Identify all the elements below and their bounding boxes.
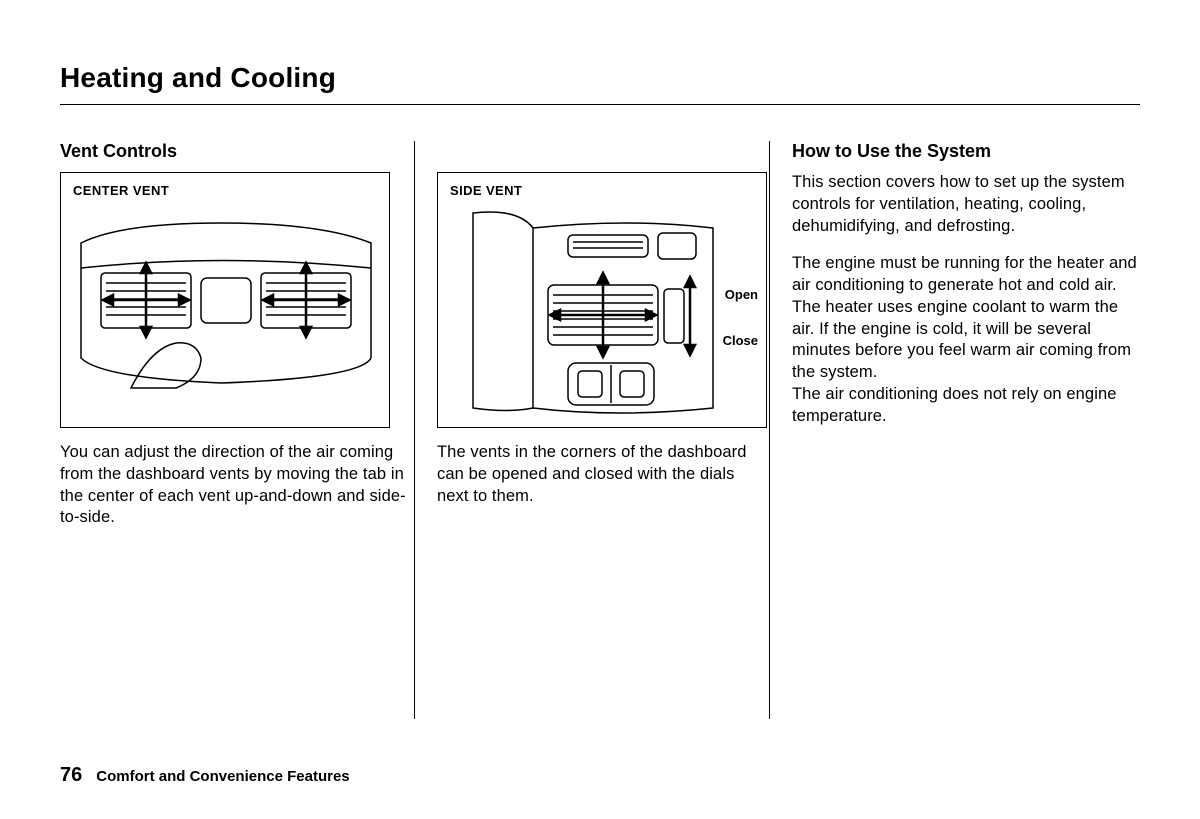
- center-vent-caption: You can adjust the direction of the air …: [60, 442, 414, 529]
- column-1: Vent Controls CENTER VENT: [60, 141, 414, 719]
- side-vent-caption-text: The vents in the corners of the dashboar…: [437, 442, 769, 507]
- page-title: Heating and Cooling: [60, 62, 1140, 94]
- vent-controls-heading: Vent Controls: [60, 141, 414, 162]
- how-to-use-p2: The engine must be running for the heate…: [792, 253, 1140, 384]
- center-vent-label: CENTER VENT: [73, 183, 169, 198]
- how-to-use-p3: The air conditioning does not rely on en…: [792, 384, 1140, 428]
- center-vent-caption-text: You can adjust the direction of the air …: [60, 442, 414, 529]
- side-vent-caption: The vents in the corners of the dashboar…: [437, 442, 769, 507]
- columns: Vent Controls CENTER VENT: [60, 141, 1140, 719]
- side-vent-illustration-icon: [438, 173, 768, 429]
- open-annotation: Open: [725, 287, 758, 302]
- side-vent-figure: SIDE VENT Open Close: [437, 172, 767, 428]
- center-vent-figure: CENTER VENT: [60, 172, 390, 428]
- manual-page: Heating and Cooling Vent Controls CENTER…: [0, 0, 1200, 819]
- how-to-use-heading: How to Use the System: [792, 141, 1140, 162]
- center-vent-illustration-icon: [61, 173, 391, 429]
- how-to-use-body: This section covers how to set up the sy…: [792, 172, 1140, 427]
- page-number: 76: [60, 764, 82, 787]
- column-2: . SIDE VENT Open Close: [415, 141, 769, 719]
- title-rule-icon: [60, 104, 1140, 105]
- side-vent-label: SIDE VENT: [450, 183, 522, 198]
- footer-section-title: Comfort and Convenience Features: [96, 768, 349, 785]
- page-footer: 76 Comfort and Convenience Features: [60, 764, 350, 787]
- close-annotation: Close: [723, 333, 758, 348]
- how-to-use-p1: This section covers how to set up the sy…: [792, 172, 1140, 237]
- column-3: How to Use the System This section cover…: [770, 141, 1140, 719]
